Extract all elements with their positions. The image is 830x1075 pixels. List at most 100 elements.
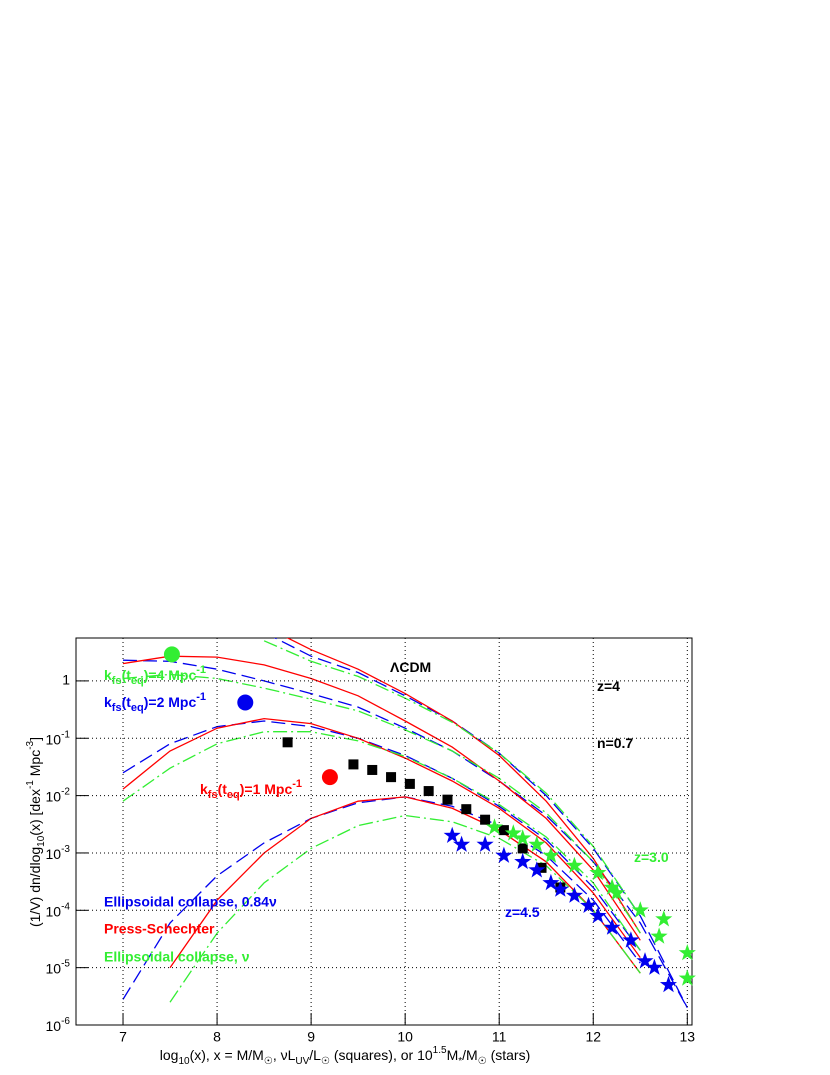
data-star — [678, 969, 696, 986]
data-star — [608, 884, 626, 901]
text-segment: M — [447, 1047, 459, 1063]
text-segment: (1/V) dn/dlog — [27, 847, 43, 927]
x-tick-label: 10 — [397, 1029, 413, 1045]
text-segment: ☉ — [321, 1056, 330, 1067]
text-segment: z=3.0 — [634, 849, 669, 865]
text-segment: )=2 Mpc — [144, 694, 197, 710]
tick-exp: -4 — [61, 901, 70, 912]
text-segment: /L — [309, 1047, 321, 1063]
text-segment: k — [200, 781, 208, 797]
tick-exp: -5 — [61, 958, 70, 969]
data-star — [603, 878, 621, 895]
text-segment: eq — [131, 702, 144, 714]
x-tick-label: 7 — [119, 1029, 127, 1045]
text-segment: (t — [218, 781, 228, 797]
x-tick-label: 12 — [585, 1029, 601, 1045]
data-star — [528, 861, 546, 878]
text-segment: fs — [208, 789, 218, 801]
data-star — [551, 880, 569, 897]
data-star — [589, 863, 607, 881]
tick-base: 10 — [46, 731, 62, 747]
text-segment: ΛCDM — [390, 659, 431, 675]
data-star — [485, 818, 504, 835]
data-square — [386, 772, 397, 783]
text-segment: ☉ — [478, 1056, 487, 1067]
annotation: kfs(teq)=4 Mpc-1 — [104, 664, 206, 687]
y-tick-label: 10-5 — [46, 958, 71, 976]
tick-exp: -2 — [61, 786, 70, 797]
data-star — [659, 975, 677, 993]
data-star — [514, 829, 532, 846]
text-segment: (x), x = M/M — [190, 1047, 264, 1063]
model-curve — [122, 655, 641, 941]
text-segment: (x) [dex — [27, 789, 43, 836]
data-square — [404, 778, 415, 789]
text-segment: eq — [227, 789, 240, 801]
text-segment: -1 — [196, 664, 206, 676]
data-circle — [163, 646, 180, 663]
data-circle — [321, 769, 338, 786]
data-star — [542, 873, 560, 891]
x-axis-title: log10(x), x = M/M☉, νLUV/L☉ (squares), o… — [160, 1045, 531, 1067]
text-segment: eq — [131, 675, 144, 687]
text-segment: (t — [122, 694, 132, 710]
text-segment: , νL — [273, 1047, 296, 1063]
data-star — [504, 824, 522, 841]
text-segment: log — [160, 1047, 179, 1063]
data-star — [514, 852, 532, 870]
text-segment: z=4.5 — [505, 904, 540, 920]
data-star — [528, 835, 546, 852]
tick-base: 10 — [46, 903, 62, 919]
text-segment: * — [458, 1056, 462, 1067]
data-star — [650, 927, 668, 944]
legend-entry: Ellipsoidal collapse, 0.84ν — [104, 894, 277, 910]
annotation: ΛCDM — [390, 659, 431, 675]
y-tick-label: 10-4 — [46, 901, 71, 919]
data-star — [565, 856, 583, 873]
text-segment: ] — [27, 737, 43, 741]
text-segment: )=4 Mpc — [144, 667, 197, 683]
text-segment: /M — [462, 1047, 478, 1063]
text-segment: (t — [122, 667, 132, 683]
x-tick-label: 13 — [680, 1029, 696, 1045]
data-star — [655, 910, 673, 927]
data-star — [645, 958, 663, 975]
text-segment: UV — [295, 1056, 309, 1067]
annotation: z=4 — [597, 678, 620, 694]
annotation: kfs(teq)=1 Mpc-1 — [200, 778, 302, 801]
text-segment: n=0.7 — [597, 735, 633, 751]
tick-exp: -6 — [61, 1016, 70, 1027]
annotation: z=4.5 — [505, 904, 540, 920]
tick-base: 10 — [46, 788, 62, 804]
data-star — [495, 846, 513, 863]
data-star — [580, 896, 598, 913]
legend-entry: Ellipsoidal collapse, ν — [104, 949, 250, 965]
y-tick-label: 10-6 — [46, 1016, 71, 1034]
y-tick-label: 1 — [62, 672, 70, 688]
text-segment: k — [104, 694, 112, 710]
x-tick-label: 11 — [492, 1029, 507, 1045]
data-star — [542, 846, 560, 863]
data-star — [631, 901, 649, 918]
data-star — [476, 835, 494, 852]
text-segment: Mpc — [27, 750, 43, 780]
data-star — [589, 906, 607, 924]
data-circle — [237, 694, 254, 711]
model-curve — [286, 638, 641, 934]
text-segment: -3 — [25, 740, 36, 749]
data-square — [348, 759, 359, 770]
text-segment: fs — [112, 702, 122, 714]
text-segment: -1 — [196, 691, 206, 703]
data-star — [443, 826, 461, 843]
tick-base: 10 — [46, 1018, 62, 1034]
annotation: kfs(teq)=2 Mpc-1 — [104, 691, 206, 714]
tick-exp: -3 — [61, 844, 70, 855]
data-star — [622, 931, 640, 948]
text-segment: 10 — [178, 1056, 190, 1067]
model-curve — [263, 640, 641, 917]
data-square — [423, 786, 434, 797]
data-square — [480, 814, 491, 825]
data-star — [565, 886, 583, 903]
x-tick-label: 8 — [213, 1029, 221, 1045]
data-square — [517, 843, 528, 854]
